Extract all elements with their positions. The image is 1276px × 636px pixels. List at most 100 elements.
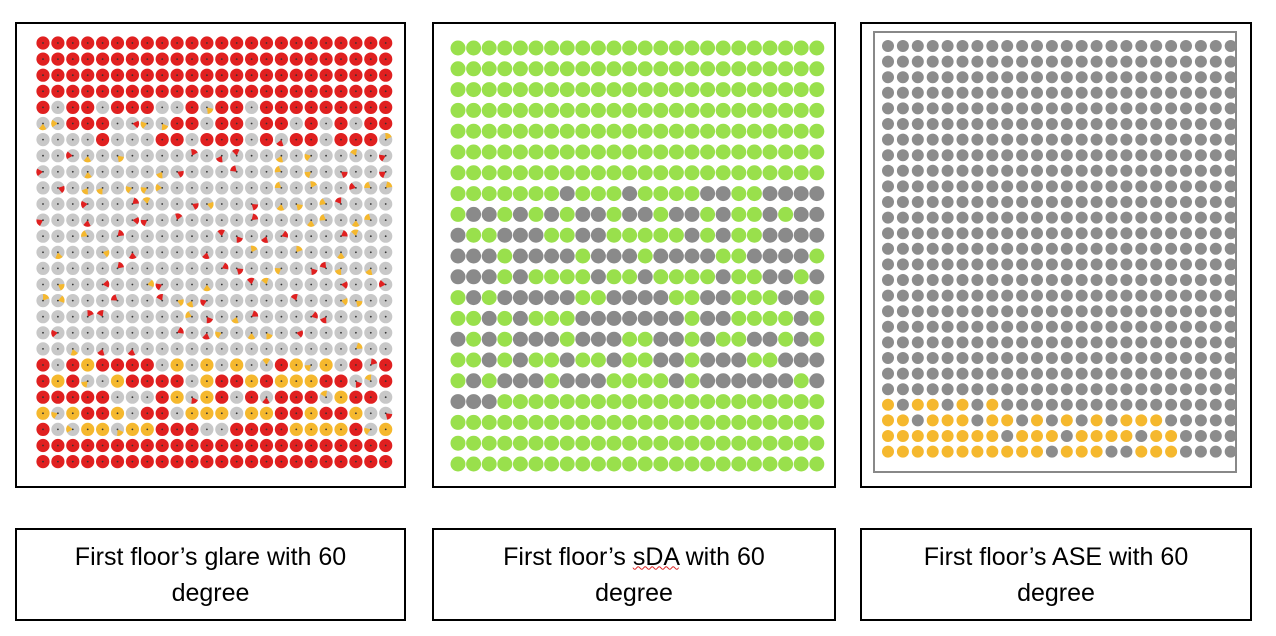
glare-sensor-center (116, 58, 119, 60)
ase-caption: First floor’s ASE with 60 degree (860, 528, 1252, 621)
ase-sensor-dot (1075, 258, 1088, 271)
ase-sensor-dot (1075, 196, 1088, 208)
glare-sensor-center (116, 219, 119, 222)
glare-sensor-wedge (81, 381, 88, 388)
ase-sensor-dot (1120, 86, 1133, 99)
sda-sensor-dot (731, 373, 747, 389)
sda-sensor-dot (466, 82, 482, 98)
glare-sensor-center (176, 412, 179, 415)
glare-sensor-center (280, 444, 283, 447)
glare-sensor-wedge (57, 185, 65, 193)
ase-sensor-dot (1135, 398, 1148, 411)
glare-sensor-center (71, 219, 74, 222)
glare-sensor-center (265, 299, 268, 302)
ase-sensor-dot (1135, 164, 1148, 177)
glare-sensor-center (250, 58, 253, 60)
glare-sensor-center (250, 299, 253, 302)
ase-sensor-dot (1090, 211, 1103, 224)
sda-sensor-dot (746, 82, 762, 98)
glare-sensor-wedge (341, 281, 348, 289)
glare-sensor-wedge (127, 348, 136, 356)
sda-sensor-dot (637, 144, 653, 160)
glare-sensor-center (310, 219, 313, 222)
ase-sensor-dot (1001, 149, 1014, 162)
glare-sensor-center (355, 219, 357, 222)
sda-sensor-dot (762, 102, 778, 118)
sda-sensor-dot (668, 352, 684, 368)
sda-sensor-dot (450, 227, 466, 243)
sda-sensor-dot (793, 206, 809, 222)
sda-sensor-dot (653, 206, 669, 222)
glare-sensor-center (206, 235, 208, 238)
ase-sensor-dot (1001, 445, 1014, 458)
glare-sensor-center (42, 348, 44, 350)
ase-sensor-dot (1209, 320, 1222, 333)
ase-sensor-dot (1165, 305, 1178, 318)
ase-sensor-dot (1224, 398, 1237, 411)
sda-sensor-dot (762, 186, 778, 202)
glare-sensor-wedge (96, 187, 103, 195)
sda-sensor-dot (793, 331, 809, 347)
ase-sensor-dot (1135, 71, 1148, 84)
glare-sensor-center (206, 74, 208, 77)
glare-sensor-center (250, 364, 253, 366)
ase-sensor-dot (1120, 383, 1133, 396)
glare-sensor-center (161, 251, 164, 254)
glare-sensor-wedge (221, 262, 229, 270)
ase-sensor-dot (1060, 196, 1073, 208)
ase-sensor-dot (1016, 258, 1029, 271)
glare-sensor-center (116, 235, 119, 238)
ase-sensor-dot (1060, 414, 1073, 427)
glare-sensor-center (57, 122, 59, 125)
ase-sensor-dot (1224, 383, 1237, 396)
glare-sensor-center (131, 364, 134, 366)
glare-sensor-center (131, 187, 134, 189)
ase-sensor-dot (1075, 133, 1088, 146)
glare-sensor-center (131, 412, 134, 415)
glare-sensor-center (191, 74, 193, 77)
glare-sensor-wedge (140, 121, 148, 129)
ase-sensor-dot (1090, 289, 1103, 302)
sda-sensor-dot (590, 310, 606, 326)
glare-sensor-center (146, 380, 149, 382)
glare-sensor-center (355, 106, 357, 109)
sda-sensor-dot (637, 206, 653, 222)
glare-sensor-wedge (185, 311, 192, 319)
glare-sensor-center (101, 331, 104, 334)
ase-sensor-dot (1224, 445, 1237, 458)
glare-sensor-center (42, 299, 44, 302)
sda-sensor-dot (684, 61, 700, 77)
sda-sensor-dot (606, 144, 622, 160)
ase-sensor-dot (1194, 289, 1207, 302)
ase-sensor-dot (1105, 242, 1118, 255)
ase-sensor-dot (896, 352, 909, 364)
glare-sensor-center (250, 251, 253, 254)
ase-sensor-dot (1209, 289, 1222, 302)
ase-sensor-dot (1180, 86, 1192, 99)
sda-sensor-dot (622, 206, 638, 222)
glare-sensor-center (280, 267, 283, 270)
glare-sensor-center (57, 315, 59, 318)
glare-sensor-center (57, 90, 59, 93)
sda-sensor-dot (762, 123, 778, 139)
glare-sensor-center (161, 154, 164, 157)
sda-sensor-dot (590, 373, 606, 389)
glare-sensor-center (280, 187, 283, 189)
ase-sensor-dot (882, 196, 894, 208)
glare-sensor-center (355, 396, 357, 399)
glare-sensor-center (250, 444, 253, 447)
ase-sensor-dot (1105, 289, 1118, 302)
sda-sensor-dot (559, 227, 575, 243)
ase-sensor-dot (882, 430, 894, 442)
sda-sensor-dot (778, 186, 794, 202)
sda-sensor-dot (466, 40, 482, 56)
glare-sensor-center (220, 428, 223, 431)
sda-sensor-dot (575, 227, 591, 243)
ase-sensor-dot (1209, 336, 1222, 349)
ase-sensor-dot (1194, 445, 1207, 458)
ase-sensor-dot (1105, 102, 1118, 115)
glare-sensor-center (176, 331, 179, 334)
glare-sensor-wedge (202, 252, 210, 259)
sda-sensor-dot (809, 123, 825, 139)
sda-sensor-dot (481, 310, 497, 326)
